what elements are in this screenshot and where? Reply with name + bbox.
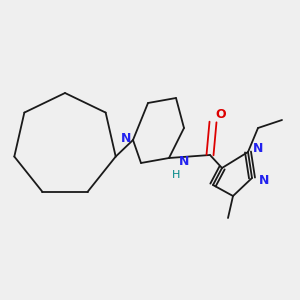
Text: N: N [259, 173, 269, 187]
Text: O: O [216, 107, 226, 121]
Text: N: N [121, 133, 131, 146]
Text: N: N [179, 155, 190, 168]
Text: N: N [253, 142, 263, 154]
Text: H: H [172, 170, 181, 181]
